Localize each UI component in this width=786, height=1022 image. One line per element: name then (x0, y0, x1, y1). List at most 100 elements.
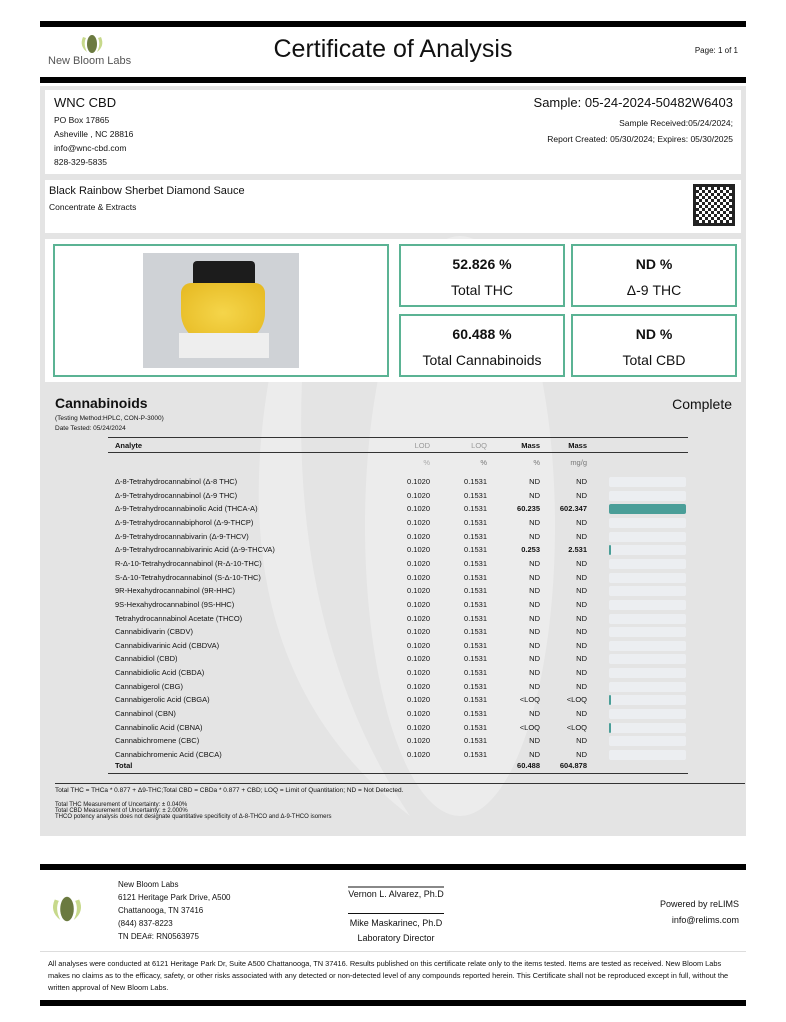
loq-value: 0.1531 (464, 558, 487, 568)
table-row: Δ-9-Tetrahydrocannabinolic Acid (THCA-A)… (115, 502, 690, 515)
qr-code-icon[interactable] (693, 184, 735, 226)
unit: mg/g (570, 458, 587, 467)
lod-value: 0.1020 (407, 504, 430, 514)
lod-value: 0.1020 (407, 750, 430, 759)
level-bar-track (609, 586, 686, 597)
loq-value: 0.1531 (464, 681, 487, 691)
client-name: WNC CBD (54, 95, 117, 110)
analyte-name: Cannabidivarin (CBDV) (115, 627, 193, 637)
unit: % (423, 458, 430, 467)
table-row: 9R-Hexahydrocannabinol (9R-HHC) 0.1020 0… (115, 584, 690, 597)
summary-box: 52.826 % Total THC (399, 244, 565, 307)
mass-pct-value: ND (529, 517, 540, 527)
lod-value: 0.1020 (407, 558, 430, 568)
mass-mg-value: 2.531 (568, 545, 587, 555)
loq-value: 0.1531 (464, 722, 487, 732)
mass-mg-value: <LOQ (566, 695, 587, 705)
signature-line (348, 913, 444, 914)
total-mg: 604.878 (559, 761, 587, 770)
mass-mg-value: ND (576, 477, 587, 486)
formula-note: Total THC = THCa * 0.877 + Δ9-THC;Total … (55, 787, 404, 794)
table-rule (108, 773, 688, 774)
address-line: PO Box 17865 (54, 115, 110, 125)
level-bar-track (609, 558, 686, 569)
signature-line (348, 886, 444, 888)
mass-pct-value: ND (529, 709, 540, 719)
loq-value: 0.1531 (464, 599, 487, 609)
lod-value: 0.1020 (407, 586, 430, 596)
table-row: Cannabichromene (CBC) 0.1020 0.1531 ND N… (115, 734, 690, 747)
page-title: Certificate of Analysis (273, 35, 513, 63)
level-bar-track (609, 640, 686, 651)
loq-value: 0.1531 (464, 572, 487, 582)
analyte-name: Cannabidiolic Acid (CBDA) (115, 668, 205, 678)
units-row: % % % mg/g (115, 456, 690, 469)
loq-value: 0.1531 (464, 695, 487, 705)
disclaimer: All analyses were conducted at 6121 Heri… (48, 959, 729, 992)
powered-by-text: Powered by reLIMS (659, 899, 739, 909)
lod-value: 0.1020 (407, 517, 430, 527)
level-bar-track (609, 490, 686, 501)
level-bar-track (609, 750, 686, 760)
mass-pct-value: ND (529, 640, 540, 650)
loq-value: 0.1531 (464, 654, 487, 664)
table-row: Cannabidiolic Acid (CBDA) 0.1020 0.1531 … (115, 666, 690, 679)
summary-box: 60.488 % Total Cannabinoids (399, 314, 565, 377)
analyte-name: Δ-9-Tetrahydrocannabinolic Acid (THCA-A) (115, 504, 258, 514)
loq-value: 0.1531 (464, 736, 487, 746)
analyte-name: Cannabidiol (CBD) (115, 654, 178, 664)
uncertainty-thc: Total THC Measurement of Uncertainty: ± … (55, 802, 188, 808)
mass-pct-value: ND (529, 668, 540, 678)
level-bar-track (609, 736, 686, 747)
table-row: Cannabidivarinic Acid (CBDVA) 0.1020 0.1… (115, 639, 690, 652)
table-row: R-Δ-10-Tetrahydrocannabinol (R-Δ-10-THC)… (115, 557, 690, 570)
analyte-name: Cannabichromene (CBC) (115, 736, 200, 746)
table-row: Cannabidiol (CBD) 0.1020 0.1531 ND ND (115, 652, 690, 665)
analyte-name: Cannabinol (CBN) (115, 709, 176, 719)
table-row: Cannabinolic Acid (CBNA) 0.1020 0.1531 <… (115, 721, 690, 734)
level-bar-fill (609, 545, 611, 556)
loq-value: 0.1531 (464, 531, 487, 541)
col-lod: LOD (414, 441, 430, 450)
mass-mg-value: ND (576, 627, 587, 637)
mass-mg-value: ND (576, 613, 587, 623)
lod-value: 0.1020 (407, 572, 430, 582)
col-mass-pct: Mass (521, 441, 540, 450)
mass-pct-value: ND (529, 531, 540, 541)
table-row: 9S-Hexahydrocannabinol (9S-HHC) 0.1020 0… (115, 598, 690, 611)
footer-lab-info: New Bloom Labs 6121 Heritage Park Drive,… (118, 878, 231, 943)
powered-by-email[interactable]: info@relims.com (671, 915, 739, 925)
lod-value: 0.1020 (407, 695, 430, 705)
mass-mg-value: <LOQ (566, 722, 587, 732)
footer-lab-name: New Bloom Labs (118, 880, 179, 889)
mass-pct-value: 60.235 (517, 504, 540, 514)
mass-pct-value: <LOQ (519, 722, 540, 732)
level-bar-track (609, 599, 686, 610)
footer-dea: TN DEA#: RN0563975 (118, 932, 199, 941)
summary-label: Total THC (451, 282, 513, 298)
mass-mg-value: ND (576, 640, 587, 650)
lod-value: 0.1020 (407, 545, 430, 555)
level-bar-track (609, 517, 686, 528)
col-mass-mg: Mass (568, 441, 587, 450)
lod-value: 0.1020 (407, 640, 430, 650)
analyte-name: Δ-9-Tetrahydrocannabinol (Δ-9 THC) (115, 490, 238, 500)
table-row: Cannabigerol (CBG) 0.1020 0.1531 ND ND (115, 680, 690, 693)
col-loq: LOQ (471, 441, 487, 450)
mass-pct-value: ND (529, 490, 540, 500)
lod-value: 0.1020 (407, 477, 430, 486)
analyte-name: Cannabigerolic Acid (CBGA) (115, 695, 210, 705)
level-bar-track (609, 545, 686, 556)
summary-value: ND % (635, 326, 673, 342)
sample-photo (143, 253, 299, 368)
footer-logo-icon (48, 893, 86, 925)
mass-pct-value: ND (529, 558, 540, 568)
loq-value: 0.1531 (464, 545, 487, 555)
footer-rule (40, 864, 746, 870)
mass-pct-value: ND (529, 572, 540, 582)
table-row: Δ-9-Tetrahydrocannabinol (Δ-9 THC) 0.102… (115, 489, 690, 502)
loq-value: 0.1531 (464, 586, 487, 596)
table-row: Cannabigerolic Acid (CBGA) 0.1020 0.1531… (115, 693, 690, 706)
level-bar-track (609, 709, 686, 720)
table-row: Δ-9-Tetrahydrocannabiphorol (Δ-9-THCP) 0… (115, 516, 690, 529)
